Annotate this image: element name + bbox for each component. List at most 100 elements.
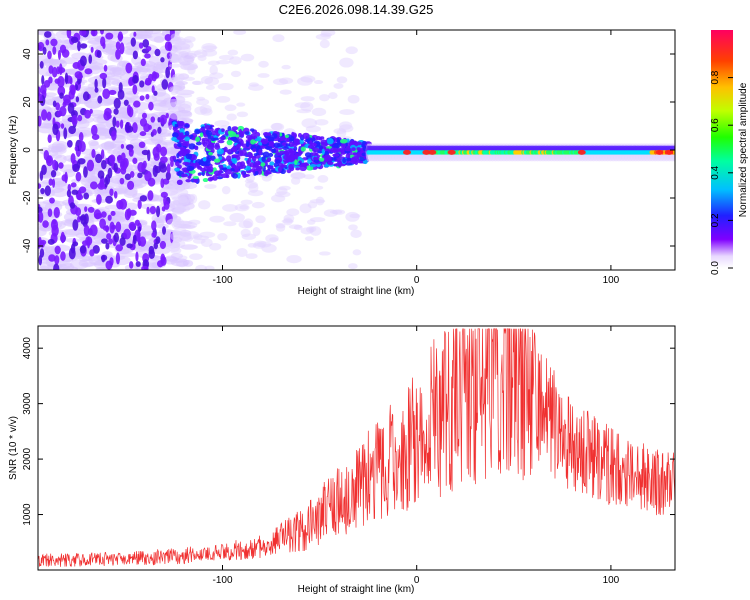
spectrogram-noise-cell xyxy=(120,143,125,149)
spectrogram-signal-cell xyxy=(296,152,302,157)
spectrogram-noise-cell xyxy=(137,172,143,179)
spectrogram-noise-cell xyxy=(154,48,161,57)
spectrogram-signal-cell xyxy=(323,163,330,168)
spectrogram-signal-cell xyxy=(194,129,201,135)
spectrogram-noise-cell xyxy=(223,221,237,227)
spectrogram-ytick-label: -40 xyxy=(22,238,33,253)
spectrogram-noise-cell xyxy=(116,199,124,210)
spectrogram-noise-cell xyxy=(44,92,57,97)
spectrogram-noise-cell xyxy=(45,245,57,254)
spectrogram-signal-cell xyxy=(313,156,320,161)
spectrogram-signal-cell xyxy=(271,148,275,154)
spectrogram-noise-cell xyxy=(347,94,360,104)
spectrogram-noise-cell xyxy=(293,224,303,231)
spectrogram-noise-cell xyxy=(159,240,166,250)
spectrogram-noise-cell xyxy=(75,73,84,80)
spectrogram-noise-cell xyxy=(204,77,220,86)
colorbar-tick-label: 0.0 xyxy=(710,261,721,275)
spectrogram-noise-cell xyxy=(265,234,279,243)
spectrogram-noise-cell xyxy=(38,211,44,223)
spectrogram-signal-cell xyxy=(230,136,238,140)
spectrogram-ytick-label: 40 xyxy=(22,48,33,60)
spectrogram-noise-cell xyxy=(59,92,64,99)
spectrogram-noise-cell xyxy=(47,134,52,143)
spectrogram-noise-cell xyxy=(70,243,76,254)
spectrogram-noise-cell xyxy=(83,192,90,200)
spectrogram-signal-cell xyxy=(239,130,245,137)
spectrogram-noise-cell xyxy=(87,206,95,213)
colorbar-gradient xyxy=(711,30,733,268)
spectrogram-noise-cell xyxy=(300,96,315,102)
spectrogram-noise-cell xyxy=(339,121,353,130)
spectrogram-noise-cell xyxy=(60,251,66,261)
spectrogram-noise-cell xyxy=(94,212,103,219)
spectrogram-noise-cell xyxy=(112,215,126,224)
spectrogram-noise-cell xyxy=(240,53,255,62)
spectrogram-signal-cell xyxy=(283,154,291,161)
snr-xtick-label: -100 xyxy=(212,575,232,586)
spectrogram-noise-cell xyxy=(102,77,107,89)
spectrogram-noise-cell xyxy=(348,224,358,231)
spectrogram-signal-cell xyxy=(199,161,206,166)
snr-ytick-label: 2000 xyxy=(22,448,33,471)
spectrogram-noise-cell xyxy=(126,243,133,249)
spectrogram-signal-cell xyxy=(261,138,269,145)
spectrogram-noise-cell xyxy=(166,163,171,174)
spectrogram-noise-cell xyxy=(175,89,195,96)
spectrogram-noise-cell xyxy=(217,82,234,91)
spectrogram-noise-cell xyxy=(196,96,206,101)
spectrogram-signal-cell xyxy=(195,141,202,146)
spectrogram-noise-cell xyxy=(38,104,51,113)
spectrogram-noise-cell xyxy=(148,73,154,82)
spectrogram-noise-cell xyxy=(247,84,264,91)
figure-title: C2E6.2026.098.14.39.G25 xyxy=(279,2,434,17)
spectrogram-signal-cell xyxy=(244,157,248,161)
spectrogram-noise-cell xyxy=(110,210,116,216)
spectrogram-noise-cell xyxy=(117,31,123,42)
spectrogram-noise-cell xyxy=(38,41,45,52)
spectrogram-signal-cell xyxy=(202,156,207,162)
spectrogram-signal-cell xyxy=(254,131,261,138)
spectrogram-noise-cell xyxy=(157,140,176,145)
spectrogram-noise-cell xyxy=(126,208,132,219)
spectrogram-noise-cell xyxy=(156,205,161,218)
spectrogram-signal-cell xyxy=(285,143,291,147)
spectrogram-signal-cell xyxy=(290,135,295,142)
spectrogram-noise-cell xyxy=(286,208,300,216)
spectrogram-signal-cell xyxy=(214,144,221,150)
spectrogram-signal-cell xyxy=(226,139,233,146)
spectrogram-noise-cell xyxy=(272,78,289,86)
spectrogram-noise-cell xyxy=(42,220,49,228)
spectrogram-noise-cell xyxy=(61,174,68,182)
spectrogram-noise-cell xyxy=(350,229,362,239)
spectrogram-noise-cell xyxy=(94,153,103,164)
spectrogram-noise-cell xyxy=(153,36,165,44)
spectrogram-signal-cell xyxy=(250,133,256,140)
spectrogram-signal-cell xyxy=(342,157,347,164)
spectrogram-noise-cell xyxy=(258,60,269,68)
spectrogram-signal-cell xyxy=(324,154,331,159)
spectrogram-signal-cell xyxy=(310,142,317,147)
spectrogram-signal-cell xyxy=(293,146,298,151)
spectrogram-noise-cell xyxy=(55,154,67,165)
spectrogram-noise-cell xyxy=(109,257,114,266)
spectrogram-noise-cell xyxy=(86,159,95,172)
spectrogram-signal-cell xyxy=(208,151,213,156)
spectrogram-signal-cell xyxy=(267,132,272,136)
spectrogram-noise-cell xyxy=(311,107,327,117)
spectrogram-signal-cell xyxy=(232,173,238,179)
spectrogram-noise-cell xyxy=(188,219,201,225)
spectrogram-noise-cell xyxy=(159,164,168,173)
spectrogram-noise-cell xyxy=(94,87,99,93)
spectrogram-noise-cell xyxy=(113,97,121,109)
spectrogram-signal-cell xyxy=(268,140,275,147)
spectrogram-noise-cell xyxy=(303,174,315,180)
spectrogram-noise-cell xyxy=(79,245,87,254)
spectrogram-noise-cell xyxy=(224,104,237,112)
spectrogram-signal-cell xyxy=(356,141,362,146)
spectrogram-signal-cell xyxy=(221,173,229,179)
spectrogram-noise-cell xyxy=(83,224,90,237)
spectrogram-noise-cell xyxy=(117,89,125,100)
spectrogram-hot-cell xyxy=(428,149,437,155)
spectrogram-noise-cell xyxy=(101,238,108,244)
